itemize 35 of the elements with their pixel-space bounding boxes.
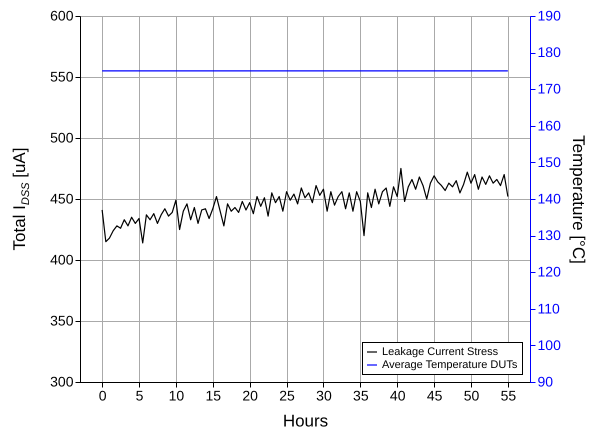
y2-tick-label: 90 (538, 374, 554, 390)
y2-tick-label: 190 (538, 8, 562, 24)
y2-tick-label: 130 (538, 227, 562, 244)
x-tick-label: 35 (353, 388, 369, 404)
legend-label: Leakage Current Stress (382, 346, 499, 358)
y2-tick-label: 100 (538, 336, 562, 353)
y2-tick-label: 140 (538, 190, 562, 206)
x-tick-label: 15 (206, 388, 222, 404)
x-tick-label: 30 (316, 388, 332, 404)
x-tick-label: 10 (168, 388, 184, 404)
y-tick-label: 300 (50, 374, 74, 390)
y2-tick-label: 160 (538, 117, 562, 134)
y-tick-label: 400 (50, 252, 74, 268)
x-axis-title: Hours (282, 412, 328, 430)
y-tick-label: 450 (50, 190, 74, 206)
x-tick-label: 40 (390, 388, 406, 404)
x-tick-label: 55 (500, 388, 516, 404)
y-tick-label: 600 (50, 8, 74, 24)
y-tick-label: 350 (50, 312, 74, 328)
y2-axis-title: Temperature [°C] (568, 135, 588, 264)
y2-tick-label: 150 (538, 154, 562, 170)
x-tick-label: 50 (464, 388, 480, 404)
y-tick-label: 550 (50, 68, 74, 84)
y-tick-label: 500 (50, 130, 74, 146)
x-tick-label: 25 (279, 388, 296, 404)
x-tick-label: 45 (426, 388, 443, 404)
y2-tick-label: 120 (538, 264, 562, 280)
y2-tick-label: 170 (538, 80, 562, 97)
y2-tick-label: 180 (538, 44, 562, 60)
x-tick-label: 5 (136, 388, 144, 404)
y2-tick-label: 110 (538, 300, 560, 316)
legend-label: Average Temperature DUTs (382, 359, 518, 371)
x-tick-label: 20 (242, 388, 258, 404)
x-tick-label: 0 (98, 388, 107, 404)
line-series (102, 168, 508, 244)
